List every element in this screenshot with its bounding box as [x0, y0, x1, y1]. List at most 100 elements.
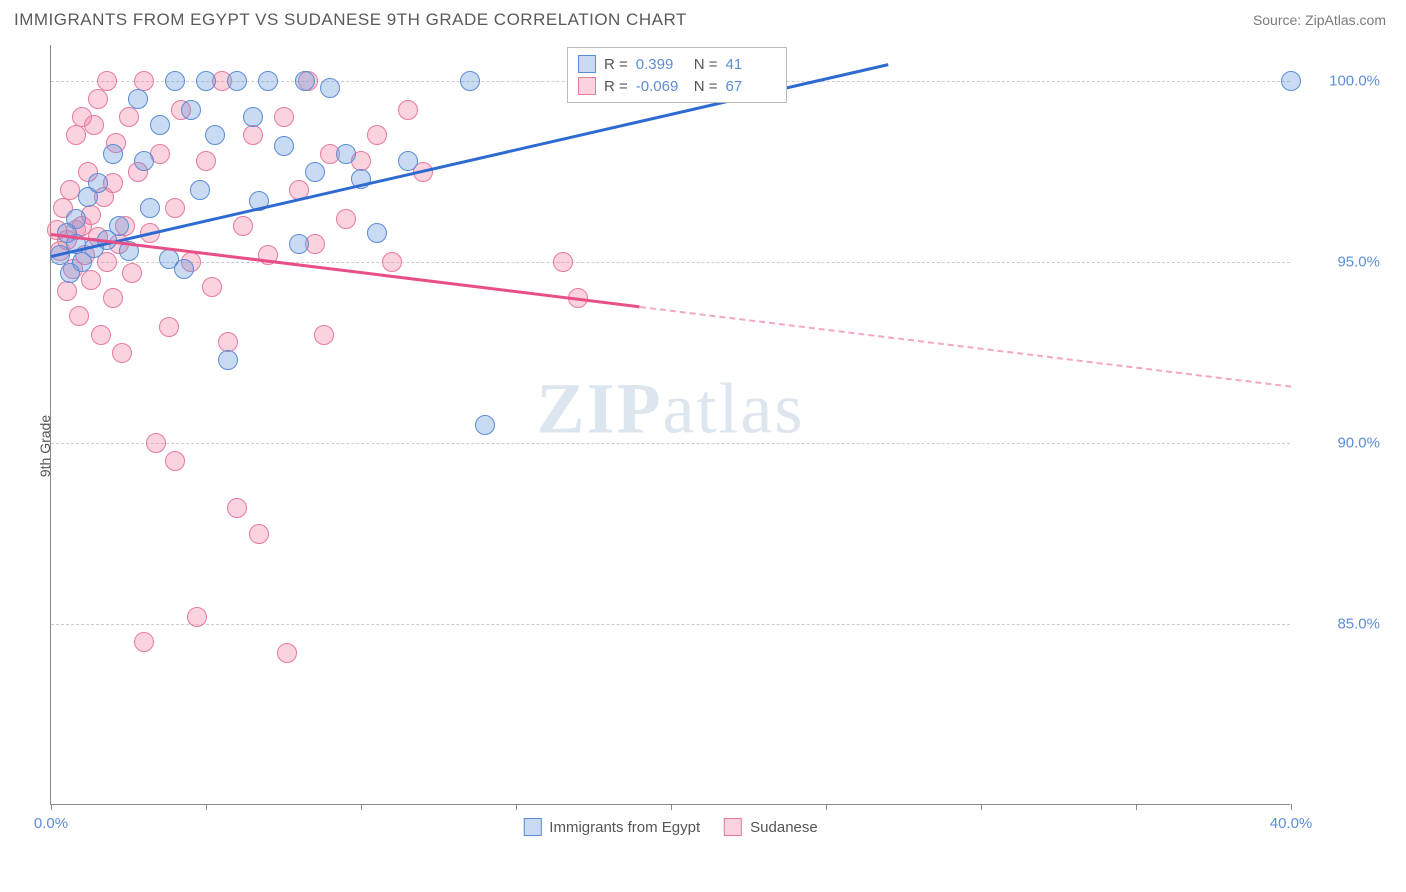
scatter-point-egypt [196, 71, 216, 91]
n-label: N = [694, 78, 718, 95]
scatter-point-sudanese [218, 332, 238, 352]
scatter-point-sudanese [119, 107, 139, 127]
scatter-point-sudanese [314, 325, 334, 345]
scatter-point-sudanese [277, 643, 297, 663]
scatter-point-egypt [336, 144, 356, 164]
x-tick [671, 804, 672, 810]
scatter-point-sudanese [84, 115, 104, 135]
x-tick [51, 804, 52, 810]
scatter-point-sudanese [81, 270, 101, 290]
r-value: -0.069 [636, 78, 686, 95]
x-tick [1136, 804, 1137, 810]
scatter-point-egypt [66, 209, 86, 229]
scatter-point-egypt [258, 71, 278, 91]
legend-swatch [578, 55, 596, 73]
scatter-point-sudanese [134, 71, 154, 91]
x-tick [981, 804, 982, 810]
scatter-point-egypt [174, 259, 194, 279]
scatter-point-sudanese [398, 100, 418, 120]
scatter-point-egypt [205, 125, 225, 145]
legend-swatch [724, 818, 742, 836]
scatter-point-egypt [150, 115, 170, 135]
scatter-point-sudanese [202, 277, 222, 297]
scatter-point-sudanese [60, 180, 80, 200]
plot-area: ZIPatlas R =0.399N =41R =-0.069N =67 Imm… [50, 45, 1290, 805]
scatter-point-sudanese [146, 433, 166, 453]
scatter-point-sudanese [367, 125, 387, 145]
scatter-point-egypt [243, 107, 263, 127]
scatter-point-egypt [128, 89, 148, 109]
x-tick-label: 40.0% [1270, 815, 1313, 832]
source-attribution: Source: ZipAtlas.com [1253, 12, 1386, 28]
grid-line [51, 624, 1290, 625]
scatter-point-sudanese [69, 306, 89, 326]
legend-row: R = -0.069 N = 67 [578, 75, 776, 97]
scatter-point-egypt [460, 71, 480, 91]
scatter-point-sudanese [122, 263, 142, 283]
correlation-legend: R = 0.399 N = 41 R = -0.069 N = 67 [567, 47, 787, 103]
y-tick-label: 95.0% [1300, 254, 1380, 271]
x-tick [826, 804, 827, 810]
legend-label: Sudanese [750, 819, 818, 836]
r-value: 0.399 [636, 56, 686, 73]
scatter-point-sudanese [91, 325, 111, 345]
scatter-point-sudanese [165, 451, 185, 471]
scatter-point-sudanese [243, 125, 263, 145]
y-tick-label: 90.0% [1300, 435, 1380, 452]
scatter-point-sudanese [165, 198, 185, 218]
scatter-point-egypt [109, 216, 129, 236]
chart-title: IMMIGRANTS FROM EGYPT VS SUDANESE 9TH GR… [14, 10, 687, 30]
scatter-point-sudanese [553, 252, 573, 272]
x-tick [206, 804, 207, 810]
scatter-point-egypt [305, 162, 325, 182]
scatter-point-egypt [295, 71, 315, 91]
n-value: 67 [726, 78, 776, 95]
chart-container: ZIPatlas R =0.399N =41R =-0.069N =67 Imm… [50, 45, 1390, 825]
scatter-point-egypt [103, 144, 123, 164]
grid-line [51, 443, 1290, 444]
legend-item: Sudanese [724, 818, 818, 836]
r-label: R = [604, 78, 628, 95]
scatter-point-sudanese [274, 107, 294, 127]
scatter-point-sudanese [233, 216, 253, 236]
scatter-point-sudanese [66, 125, 86, 145]
scatter-point-sudanese [112, 343, 132, 363]
scatter-point-egypt [218, 350, 238, 370]
legend-item: Immigrants from Egypt [523, 818, 700, 836]
x-tick [1291, 804, 1292, 810]
scatter-point-egypt [274, 136, 294, 156]
scatter-point-egypt [181, 100, 201, 120]
scatter-point-egypt [190, 180, 210, 200]
scatter-point-sudanese [196, 151, 216, 171]
scatter-point-sudanese [382, 252, 402, 272]
legend-swatch [578, 77, 596, 95]
scatter-point-egypt [165, 71, 185, 91]
scatter-point-egypt [320, 78, 340, 98]
scatter-point-sudanese [88, 89, 108, 109]
series-legend: Immigrants from Egypt Sudanese [523, 818, 817, 836]
scatter-point-sudanese [227, 498, 247, 518]
scatter-point-sudanese [97, 71, 117, 91]
scatter-point-sudanese [103, 288, 123, 308]
scatter-point-egypt [398, 151, 418, 171]
grid-line [51, 262, 1290, 263]
scatter-point-egypt [134, 151, 154, 171]
scatter-point-sudanese [57, 281, 77, 301]
r-label: R = [604, 56, 628, 73]
legend-swatch [523, 818, 541, 836]
scatter-point-sudanese [187, 607, 207, 627]
n-label: N = [694, 56, 718, 73]
watermark: ZIPatlas [537, 368, 805, 451]
scatter-point-egypt [289, 234, 309, 254]
trend-line [640, 306, 1291, 388]
scatter-point-egypt [227, 71, 247, 91]
scatter-point-egypt [475, 415, 495, 435]
legend-label: Immigrants from Egypt [549, 819, 700, 836]
scatter-point-sudanese [134, 632, 154, 652]
scatter-point-egypt [1281, 71, 1301, 91]
scatter-point-sudanese [336, 209, 356, 229]
x-tick [361, 804, 362, 810]
scatter-point-egypt [88, 173, 108, 193]
n-value: 41 [726, 56, 776, 73]
scatter-point-egypt [140, 198, 160, 218]
